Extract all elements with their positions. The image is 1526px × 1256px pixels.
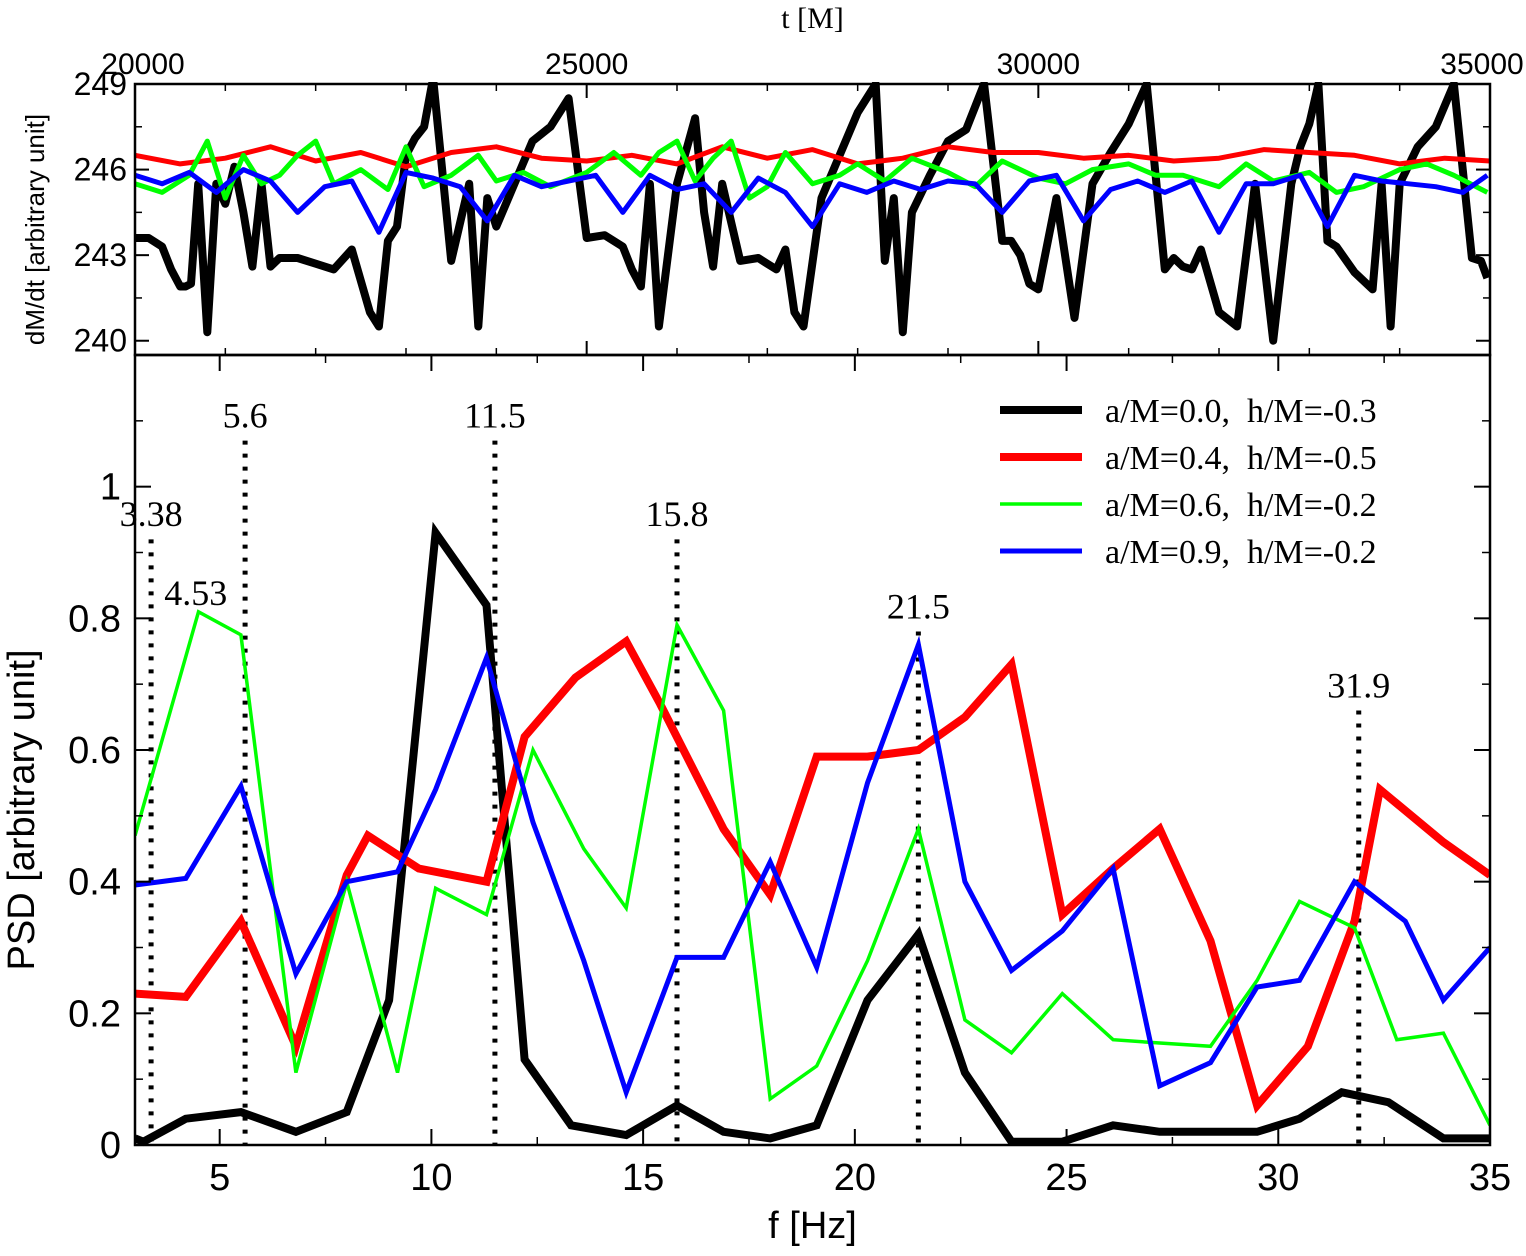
top-y-axis-label: dM/dt [arbitrary unit] (20, 114, 50, 345)
bottom-x-tick-label: 10 (410, 1157, 452, 1199)
frequency-marker-label: 11.5 (464, 395, 526, 435)
bottom-series-line-3 (135, 635, 1490, 1100)
frequency-marker-label: 21.5 (887, 586, 950, 626)
top-y-tick-label: 249 (74, 66, 127, 102)
top-series-line-3 (135, 167, 1489, 235)
top-ticks-group: 20000 25000 30000 35000 240 243 246 249 (74, 48, 1524, 359)
top-series-line-0 (135, 82, 1490, 345)
legend-label-1: a/M=0.4, h/M=-0.5 (1105, 440, 1377, 477)
bottom-y-tick-label: 0.6 (68, 730, 121, 772)
bottom-y-tick-label: 0.2 (68, 993, 121, 1035)
bottom-x-tick-label: 5 (209, 1157, 230, 1199)
bottom-y-tick-label: 1 (100, 467, 121, 509)
frequency-marker-label: 3.38 (120, 494, 183, 534)
bottom-x-tick-label: 25 (1045, 1157, 1087, 1199)
frequency-marker-label: 4.53 (164, 573, 227, 613)
top-series-line-1 (135, 144, 1490, 170)
bottom-x-tick-label: 15 (622, 1157, 664, 1199)
top-panel: 20000 25000 30000 35000 240 243 246 249 t [M] d… (20, 2, 1524, 359)
bottom-series-line-0 (135, 521, 1490, 1147)
bottom-y-tick-label: 0 (100, 1125, 121, 1167)
legend-label-2: a/M=0.6, h/M=-0.2 (1105, 487, 1377, 524)
bottom-x-tick-label: 20 (834, 1157, 876, 1199)
bottom-x-tick-label: 30 (1257, 1157, 1299, 1199)
frequency-marker-label: 15.8 (646, 494, 709, 534)
bottom-x-axis-label: f [Hz] (768, 1205, 857, 1247)
bottom-series-line-1 (135, 635, 1490, 1114)
top-x-tick-label: 25000 (545, 48, 628, 81)
bottom-series-line-2 (135, 609, 1490, 1127)
top-x-tick-label: 30000 (997, 48, 1080, 81)
top-x-tick-label: 20000 (101, 48, 184, 81)
top-x-axis-label: t [M] (781, 2, 844, 35)
bottom-y-tick-label: 0.4 (68, 862, 121, 904)
bottom-x-tick-label: 35 (1469, 1157, 1511, 1199)
bottom-y-tick-label: 0.8 (68, 598, 121, 640)
frequency-marker-label: 5.6 (223, 395, 268, 435)
top-series-group (135, 82, 1490, 345)
bottom-series-group (135, 521, 1490, 1147)
top-y-tick-label: 243 (74, 237, 127, 273)
legend-label-0: a/M=0.0, h/M=-0.3 (1105, 393, 1377, 430)
legend: a/M=0.0, h/M=-0.3 a/M=0.4, h/M=-0.5 a/M=0.… (1000, 393, 1377, 571)
bottom-y-axis-label: PSD [arbitrary unit] (1, 650, 43, 971)
top-x-tick-label: 35000 (1440, 48, 1523, 81)
top-series-line-2 (135, 138, 1489, 201)
top-y-tick-label: 240 (74, 323, 127, 359)
bottom-ticks-group: 5 10 15 20 25 30 35 0 0.2 0.4 0.6 0.8 1 (68, 355, 1511, 1199)
legend-label-3: a/M=0.9, h/M=-0.2 (1105, 534, 1377, 571)
frequency-marker-label: 31.9 (1327, 665, 1390, 705)
top-y-tick-label: 246 (74, 152, 127, 188)
